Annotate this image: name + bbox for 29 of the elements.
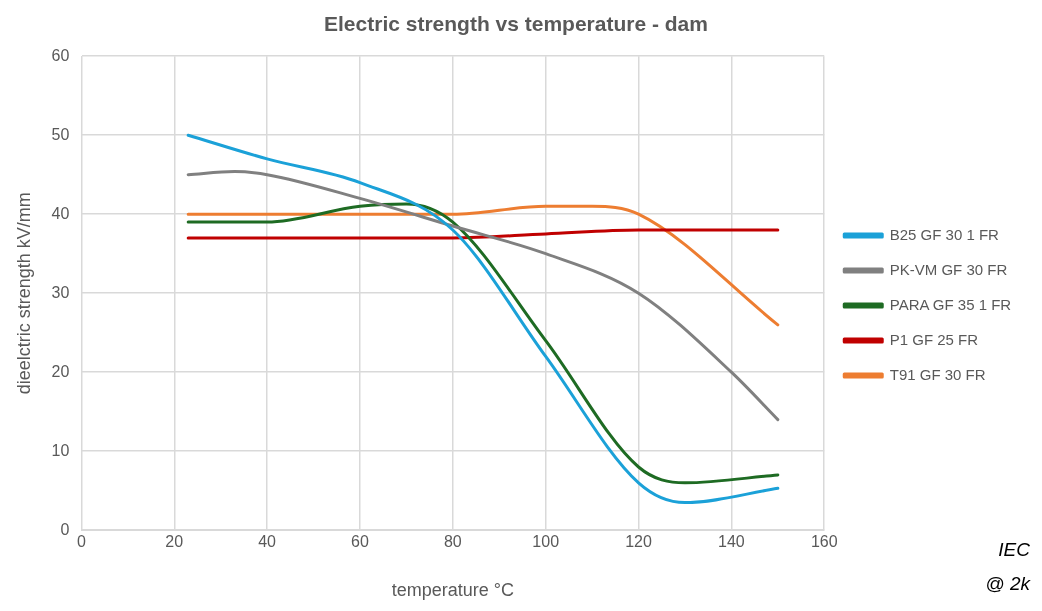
y-tick-label: 30 [51, 283, 70, 301]
text: @ 2k [985, 573, 1032, 594]
x-tick-label: 100 [532, 533, 560, 551]
legend-label: PK-VM GF 30 FR [889, 260, 1008, 278]
x-tick-label: 20 [165, 533, 184, 551]
text: IEC [998, 539, 1031, 560]
chart-title: Electric strength vs temperature - dam [324, 12, 708, 36]
x-tick-label: 0 [76, 533, 86, 551]
x-tick-label: 160 [810, 533, 838, 551]
legend-label: P1 GF 25 FR [889, 330, 979, 348]
y-tick-label: 0 [60, 520, 70, 538]
legend-label: T91 GF 30 FR [889, 365, 986, 383]
y-axis-title: dieelctric strength kV/mm [13, 192, 34, 395]
y-tick-label: 10 [51, 441, 70, 459]
legend-label: B25 GF 30 1 FR [889, 225, 1000, 243]
x-tick-label: 140 [718, 533, 745, 551]
x-tick-label: 120 [625, 533, 652, 551]
line-series [186, 202, 780, 485]
y-tick-label: 40 [51, 204, 70, 222]
x-tick-label: 40 [258, 533, 277, 551]
y-tick-label: 50 [51, 125, 70, 143]
y-tick-label: 20 [51, 362, 70, 380]
line-series [186, 133, 780, 505]
x-axis-title: temperature °C [391, 580, 514, 601]
line-series [186, 170, 780, 422]
x-tick-label: 80 [443, 533, 462, 551]
legend-label: PARA GF 35 1 FR [889, 295, 1012, 313]
x-tick-label: 60 [351, 533, 369, 551]
y-tick-label: 60 [51, 46, 70, 64]
